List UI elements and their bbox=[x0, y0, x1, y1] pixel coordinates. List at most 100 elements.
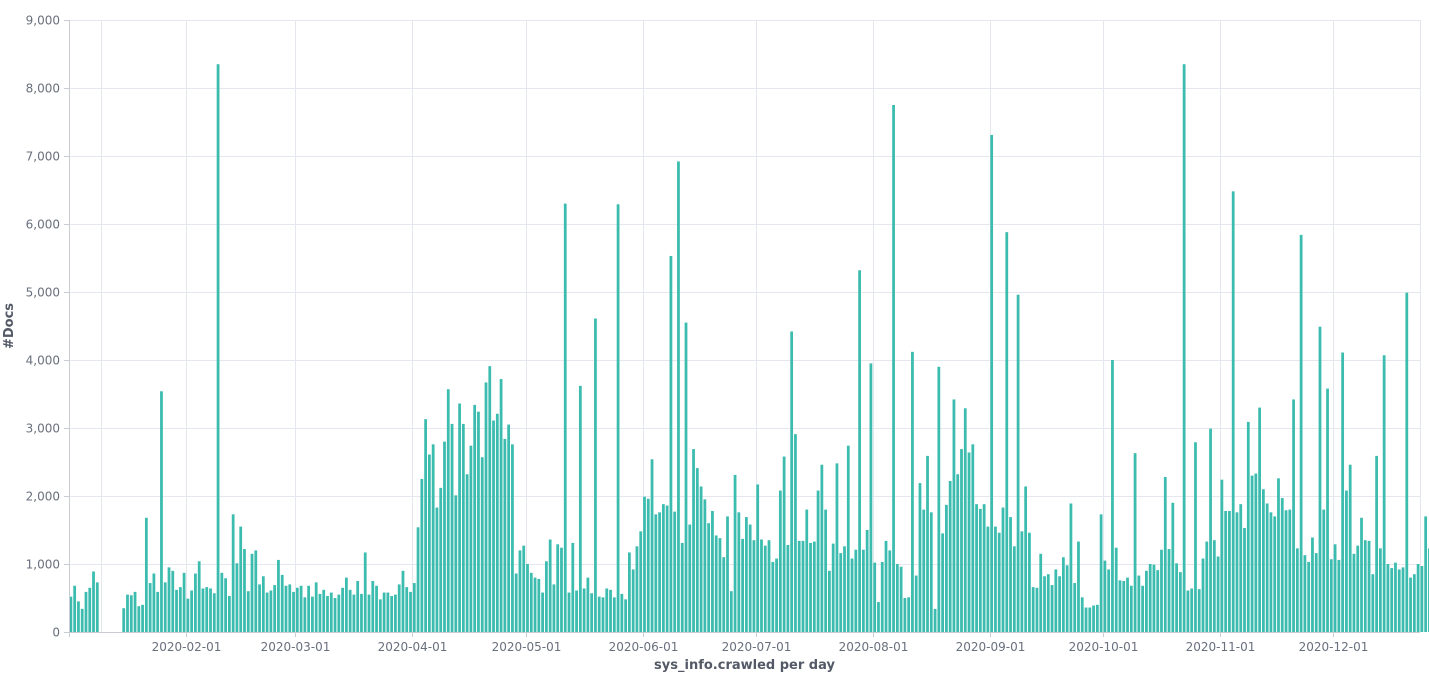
bar[interactable] bbox=[1084, 607, 1088, 632]
bar[interactable] bbox=[344, 577, 348, 632]
bar[interactable] bbox=[526, 564, 529, 632]
bar[interactable] bbox=[711, 510, 714, 632]
bar[interactable] bbox=[443, 441, 446, 632]
bar[interactable] bbox=[1156, 570, 1160, 632]
bar[interactable] bbox=[658, 512, 661, 632]
bar[interactable] bbox=[952, 399, 956, 632]
bar[interactable] bbox=[435, 507, 439, 632]
bar[interactable] bbox=[254, 550, 258, 632]
bar[interactable] bbox=[258, 584, 261, 632]
bar[interactable] bbox=[873, 562, 877, 632]
bar[interactable] bbox=[956, 474, 960, 632]
bar[interactable] bbox=[1178, 572, 1182, 632]
bar[interactable] bbox=[409, 591, 412, 632]
bar[interactable] bbox=[533, 577, 537, 632]
bar[interactable] bbox=[563, 203, 567, 632]
bar[interactable] bbox=[329, 592, 333, 632]
bar[interactable] bbox=[461, 423, 465, 632]
bar[interactable] bbox=[269, 590, 273, 632]
bar[interactable] bbox=[1182, 64, 1186, 632]
bar[interactable] bbox=[703, 499, 707, 632]
bar[interactable] bbox=[1009, 517, 1012, 632]
bar[interactable] bbox=[1186, 590, 1190, 632]
bar[interactable] bbox=[1284, 510, 1288, 632]
bar[interactable] bbox=[473, 404, 477, 632]
bar[interactable] bbox=[216, 64, 220, 632]
bar[interactable] bbox=[367, 594, 371, 632]
bar[interactable] bbox=[178, 587, 182, 632]
bar[interactable] bbox=[880, 561, 884, 632]
bar[interactable] bbox=[846, 445, 850, 632]
bar[interactable] bbox=[733, 474, 737, 632]
bar[interactable] bbox=[446, 389, 450, 632]
bar[interactable] bbox=[465, 474, 469, 632]
bar[interactable] bbox=[1114, 547, 1118, 632]
bar[interactable] bbox=[495, 413, 499, 632]
bar[interactable] bbox=[1356, 545, 1360, 632]
bar[interactable] bbox=[1216, 556, 1220, 632]
bar[interactable] bbox=[820, 464, 824, 632]
bar[interactable] bbox=[718, 538, 722, 632]
bar[interactable] bbox=[714, 535, 718, 632]
bar[interactable] bbox=[243, 549, 246, 632]
bar[interactable] bbox=[1341, 352, 1345, 632]
bar[interactable] bbox=[141, 604, 144, 632]
bar[interactable] bbox=[688, 524, 692, 632]
bar[interactable] bbox=[552, 584, 556, 632]
bar[interactable] bbox=[503, 438, 507, 632]
bar[interactable] bbox=[809, 542, 812, 632]
bar[interactable] bbox=[182, 572, 186, 632]
bar[interactable] bbox=[1122, 581, 1126, 632]
bar[interactable] bbox=[1367, 540, 1371, 632]
bar[interactable] bbox=[1197, 589, 1201, 632]
bar[interactable] bbox=[1295, 548, 1299, 632]
bar[interactable] bbox=[839, 553, 843, 632]
bar[interactable] bbox=[763, 545, 767, 632]
bar[interactable] bbox=[597, 596, 601, 632]
bar[interactable] bbox=[1405, 292, 1409, 632]
bar[interactable] bbox=[782, 456, 786, 632]
bar[interactable] bbox=[997, 532, 1001, 632]
bar[interactable] bbox=[586, 577, 590, 632]
bar[interactable] bbox=[311, 596, 314, 632]
bar[interactable] bbox=[1141, 585, 1145, 632]
bar[interactable] bbox=[522, 545, 526, 632]
bar[interactable] bbox=[239, 526, 243, 632]
bar[interactable] bbox=[416, 527, 420, 632]
bar[interactable] bbox=[209, 588, 212, 632]
bar[interactable] bbox=[1088, 607, 1092, 632]
bar[interactable] bbox=[73, 585, 77, 632]
bar[interactable] bbox=[246, 591, 250, 632]
bar[interactable] bbox=[1058, 576, 1061, 632]
bar[interactable] bbox=[1394, 562, 1397, 632]
bar[interactable] bbox=[824, 509, 828, 632]
bar[interactable] bbox=[1190, 588, 1194, 632]
bar[interactable] bbox=[439, 487, 443, 632]
bar[interactable] bbox=[314, 582, 318, 632]
bar[interactable] bbox=[371, 581, 375, 632]
bar[interactable] bbox=[963, 408, 967, 632]
bar[interactable] bbox=[1126, 577, 1129, 632]
bar[interactable] bbox=[1073, 583, 1077, 632]
bar[interactable] bbox=[1228, 510, 1231, 632]
bar[interactable] bbox=[609, 589, 612, 632]
bar[interactable] bbox=[831, 543, 835, 632]
bar[interactable] bbox=[926, 455, 929, 632]
bar[interactable] bbox=[892, 105, 895, 632]
bar[interactable] bbox=[1420, 566, 1424, 632]
bar[interactable] bbox=[850, 558, 854, 632]
bar[interactable] bbox=[541, 592, 544, 632]
bar[interactable] bbox=[1269, 512, 1273, 632]
bar[interactable] bbox=[680, 542, 684, 632]
bar[interactable] bbox=[661, 504, 665, 632]
bar[interactable] bbox=[1378, 548, 1382, 632]
bar[interactable] bbox=[382, 592, 386, 632]
bar[interactable] bbox=[1348, 464, 1352, 632]
bar[interactable] bbox=[1069, 503, 1073, 632]
bar[interactable] bbox=[477, 411, 480, 632]
bar[interactable] bbox=[1231, 191, 1235, 633]
bar[interactable] bbox=[1303, 555, 1307, 632]
bar[interactable] bbox=[1322, 509, 1326, 632]
bar[interactable] bbox=[907, 597, 911, 632]
bar[interactable] bbox=[1175, 563, 1178, 632]
